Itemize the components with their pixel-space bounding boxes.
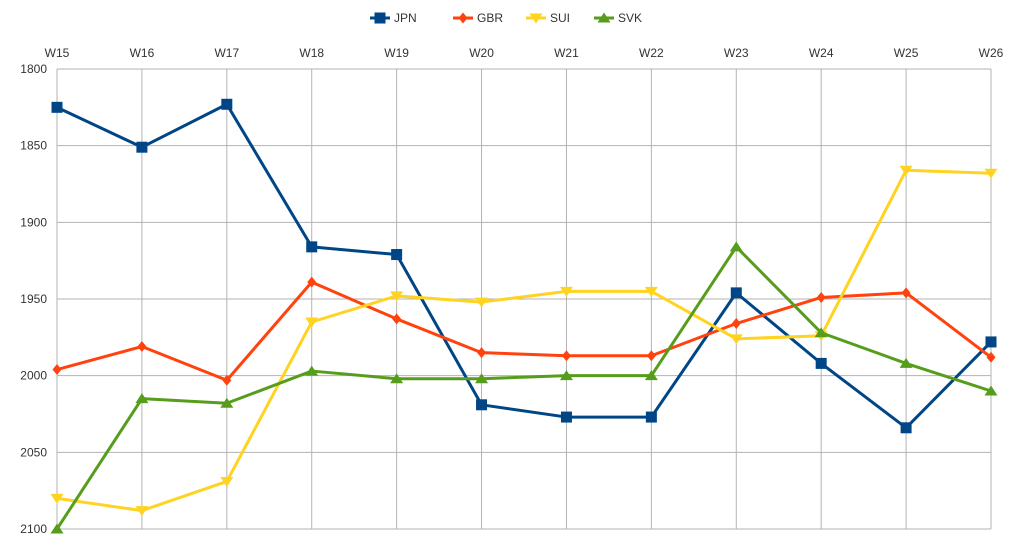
y-tick-label: 2100 [20, 522, 47, 536]
data-point-svk [390, 373, 404, 384]
data-point-sui [559, 286, 573, 297]
data-point-jpn [306, 241, 318, 253]
data-point-gbr [307, 276, 317, 288]
data-point-jpn [900, 422, 912, 434]
data-point-gbr [816, 291, 826, 303]
legend-marker-icon [458, 12, 468, 24]
y-tick-label: 1850 [20, 139, 47, 153]
legend-item-svk: SVK [594, 11, 642, 25]
data-point-svk [50, 523, 64, 534]
data-point-sui [50, 493, 64, 504]
x-tick-label: W22 [639, 46, 664, 60]
y-tick-label: 1950 [20, 292, 47, 306]
y-axis-ticks: 1800 1850 1900 1950 2000 2050 2100 [20, 62, 47, 536]
series-jpn [51, 98, 997, 434]
legend-item-sui: SUI [526, 11, 570, 25]
data-point-jpn [730, 287, 742, 299]
data-point-svk [644, 370, 658, 381]
series-svk [50, 241, 998, 534]
data-point-svk [559, 370, 573, 381]
data-point-svk [220, 397, 234, 408]
data-point-svk [475, 373, 489, 384]
x-tick-label: W23 [724, 46, 749, 60]
legend-item-jpn: JPN [370, 11, 417, 25]
legend-label: GBR [477, 11, 503, 25]
data-point-sui [135, 506, 149, 517]
y-tick-label: 2050 [20, 445, 47, 459]
x-axis-ticks: W15 W16 W17 W18 W19 W20 W21 W22 W23 W24 W25 W26 [45, 46, 1004, 60]
x-tick-label: W21 [554, 46, 579, 60]
data-point-sui [644, 286, 658, 297]
series-line-jpn [56, 102, 993, 430]
data-point-gbr [392, 313, 402, 325]
data-point-svk [729, 241, 743, 252]
data-point-gbr [137, 341, 147, 353]
series-line-sui [56, 168, 992, 513]
legend-label: SUI [550, 11, 570, 25]
y-tick-label: 1900 [20, 215, 47, 229]
series-group [50, 98, 998, 534]
legend-label: SVK [618, 11, 642, 25]
data-point-jpn [815, 357, 827, 369]
data-point-jpn [476, 399, 488, 411]
data-point-sui [305, 317, 319, 328]
x-tick-label: W17 [214, 46, 239, 60]
legend-item-gbr: GBR [453, 11, 503, 25]
data-point-svk [899, 357, 913, 368]
data-point-gbr [222, 374, 232, 386]
series-sui [50, 165, 998, 517]
legend-label: JPN [394, 11, 417, 25]
series-line-gbr [56, 280, 992, 382]
data-point-sui [220, 476, 234, 487]
data-point-gbr [477, 347, 487, 359]
data-point-svk [305, 365, 319, 376]
x-tick-label: W16 [130, 46, 155, 60]
y-tick-label: 2000 [20, 369, 47, 383]
x-tick-label: W18 [299, 46, 324, 60]
data-point-svk [984, 385, 998, 396]
data-point-gbr [986, 351, 996, 363]
data-point-gbr [52, 364, 62, 376]
data-point-jpn [136, 141, 148, 153]
series-line-svk [55, 245, 992, 530]
data-point-sui [729, 334, 743, 345]
legend: JPN GBR SUI SVK [370, 11, 642, 25]
data-point-jpn [985, 336, 997, 348]
data-point-jpn [221, 98, 233, 110]
data-point-gbr [731, 318, 741, 330]
data-point-svk [135, 393, 149, 404]
gridlines [56, 68, 992, 530]
legend-marker-icon [374, 12, 386, 24]
series-gbr [52, 276, 996, 386]
legend-marker-icon [529, 13, 543, 24]
y-tick-label: 1800 [20, 62, 47, 76]
data-point-jpn [391, 249, 403, 261]
data-point-sui [475, 297, 489, 308]
data-point-gbr [646, 350, 656, 362]
x-tick-label: W15 [45, 46, 70, 60]
data-point-sui [390, 291, 404, 302]
data-point-jpn [645, 411, 657, 423]
x-tick-label: W24 [809, 46, 834, 60]
data-point-sui [984, 168, 998, 179]
data-point-svk [814, 327, 828, 338]
data-point-sui [899, 165, 913, 176]
data-point-jpn [560, 411, 572, 423]
x-tick-label: W20 [469, 46, 494, 60]
data-point-gbr [901, 287, 911, 299]
data-point-gbr [561, 350, 571, 362]
legend-marker-icon [597, 12, 611, 23]
x-tick-label: W26 [979, 46, 1004, 60]
x-tick-label: W25 [894, 46, 919, 60]
data-point-jpn [51, 101, 63, 113]
x-tick-label: W19 [384, 46, 409, 60]
